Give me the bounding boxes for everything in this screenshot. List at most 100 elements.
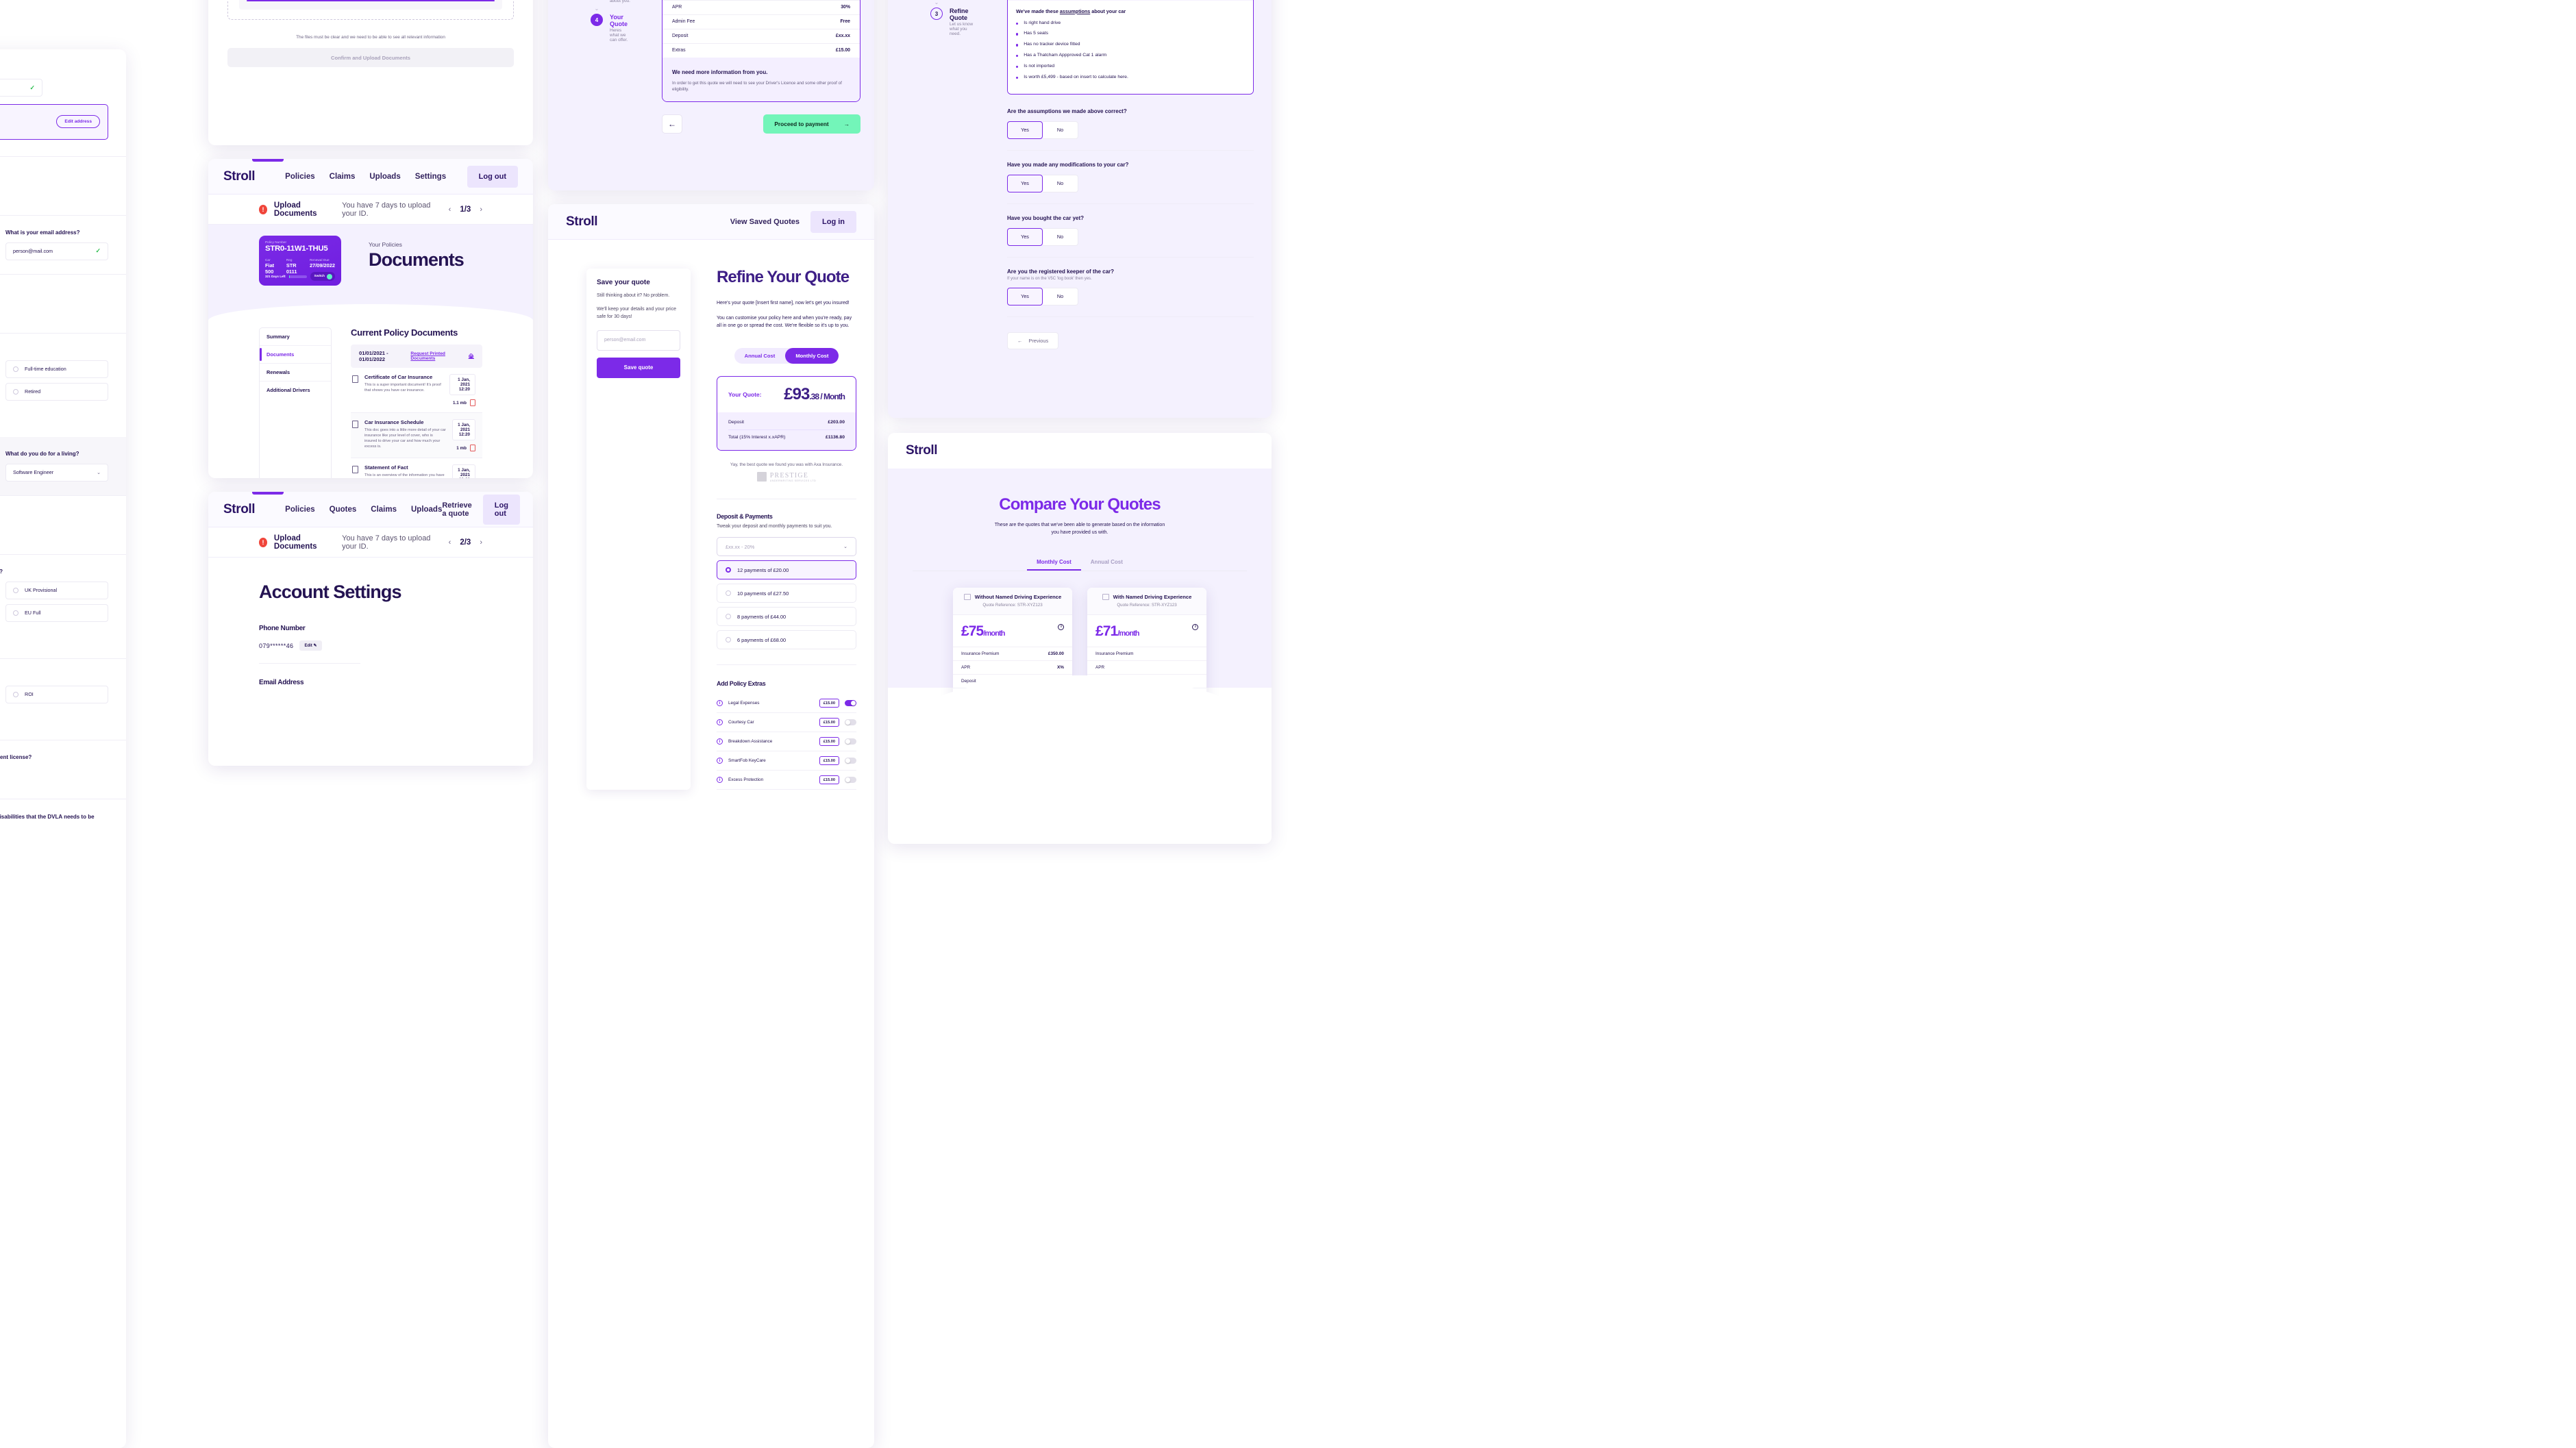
login-button[interactable]: Log in [810, 210, 856, 233]
tab-annual-cost[interactable]: Annual Cost [744, 352, 776, 359]
payment-option[interactable]: 6 payments of £68.00 [717, 630, 856, 650]
next-icon[interactable]: › [480, 205, 482, 214]
info-icon[interactable]: i [1058, 623, 1064, 630]
policy-extra-row[interactable]: i Courtesy Car £15.00 [717, 713, 856, 733]
payment-option[interactable]: 12 payments of £20.00 [717, 560, 856, 580]
occupation-select[interactable]: Software Engineer ⌄ [5, 463, 108, 482]
yes-no-toggle[interactable]: Yes No [1007, 121, 1254, 139]
nav-item-quotes[interactable]: Quotes [329, 505, 357, 514]
pdf-icon[interactable] [470, 399, 475, 406]
save-quote-button[interactable]: Save quote [597, 357, 680, 378]
info-icon[interactable]: i [717, 700, 723, 707]
document-row[interactable]: Car Insurance Schedule This doc goes into… [351, 413, 482, 458]
previous-button[interactable]: ← Previous [1007, 332, 1059, 349]
pdf-icon[interactable] [470, 445, 475, 451]
license-option-uk-provisional[interactable]: UK Provisional [5, 581, 108, 599]
option-yes[interactable]: Yes [1007, 287, 1043, 305]
info-icon[interactable]: i [717, 719, 723, 726]
option-yes[interactable]: Yes [1007, 121, 1043, 139]
payment-option[interactable]: 10 payments of £27.50 [717, 584, 856, 603]
cost-tabs[interactable]: Monthly Cost Annual Cost [913, 555, 1247, 571]
option-no[interactable]: No [1043, 121, 1078, 139]
alert-pager[interactable]: ‹ 1/3 › [449, 205, 482, 214]
edit-phone-button[interactable]: Edit ✎ [299, 640, 322, 651]
logout-button[interactable]: Log out [482, 494, 520, 525]
yes-no-toggle[interactable]: Yes No [1007, 287, 1254, 305]
car-kept-toggle[interactable]: Yes No [0, 184, 108, 201]
stepper-item[interactable]: 3 Refine Quote Let us know what you need. [930, 8, 974, 36]
policy-extra-row[interactable]: i Breakdown Assistance £15.00 [717, 732, 856, 752]
extra-toggle[interactable] [845, 777, 856, 784]
option-yes[interactable]: Yes [1007, 174, 1043, 192]
extra-toggle[interactable] [845, 719, 856, 726]
deposit-select[interactable]: £xx.xx - 20% ⌄ [717, 537, 856, 557]
sidebar-item-additional-drivers[interactable]: Additional Drivers [267, 387, 310, 393]
edit-address-button[interactable]: Edit address [56, 115, 100, 129]
employment-option-education[interactable]: Full-time education [5, 360, 108, 378]
document-row[interactable]: Certificate of Car Insurance This is a su… [351, 368, 482, 413]
main-nav[interactable]: Policies Quotes Claims Uploads [285, 505, 442, 514]
sidebar-item-summary[interactable]: Summary [260, 328, 331, 346]
request-printed-documents-link[interactable]: Request Printed Documents 🖨 [410, 351, 474, 361]
info-icon[interactable]: i [717, 738, 723, 745]
stepper-item[interactable]: 4 Your Quote Heres what we can offer. [591, 14, 630, 42]
issued-option-roi[interactable]: ROI [5, 685, 108, 703]
nav-item-claims[interactable]: Claims [329, 172, 356, 181]
tab-monthly-cost[interactable]: Monthly Cost [1027, 555, 1081, 571]
option-no[interactable]: No [1043, 227, 1078, 246]
file-dropzone[interactable]: ⬆ Drag and drop files here Accepted file… [227, 0, 514, 21]
email-field[interactable]: person@mail.com ✓ [5, 242, 108, 260]
save-quote-email-input[interactable]: person@email.com [597, 329, 680, 351]
brand-logo[interactable]: Stroll [223, 168, 256, 184]
proceed-to-payment-button[interactable]: Proceed to payment → [763, 114, 860, 134]
payment-option[interactable]: 8 payments of £44.00 [717, 607, 856, 627]
prev-icon[interactable]: ‹ [448, 538, 451, 547]
main-nav[interactable]: Policies Claims Uploads Settings [285, 173, 446, 181]
info-icon[interactable]: i [1192, 623, 1198, 630]
logout-button[interactable]: Log out [467, 165, 518, 188]
extra-toggle[interactable] [845, 738, 856, 745]
brand-logo[interactable]: Stroll [566, 214, 598, 229]
payment-options-list[interactable]: 12 payments of £20.00 10 payments of £27.… [717, 560, 856, 650]
nav-item-uploads[interactable]: Uploads [410, 505, 443, 514]
alert-pager[interactable]: ‹ 2/3 › [449, 538, 482, 547]
postcode-field[interactable]: BT12 123 ✓ [0, 79, 42, 97]
license-option-eu-full[interactable]: EU Full [5, 603, 108, 622]
policy-extra-row[interactable]: i Legal Expenses £15.00 [717, 694, 856, 714]
info-icon[interactable]: i [717, 758, 723, 764]
next-icon[interactable]: › [480, 538, 482, 547]
nav-item-policies[interactable]: Policies [285, 505, 315, 514]
policy-extra-row[interactable]: i Excess Protection £15.00 [717, 771, 856, 790]
nav-item-policies[interactable]: Policies [285, 172, 315, 181]
extra-toggle[interactable] [845, 700, 856, 707]
second-job-toggle[interactable]: Yes No [0, 523, 108, 540]
document-row[interactable]: Statement of Fact This is an overview of … [351, 458, 482, 478]
option-no[interactable]: No [1043, 174, 1078, 192]
tab-monthly-cost[interactable]: Monthly Cost [785, 347, 839, 364]
back-button[interactable]: ← [662, 114, 682, 134]
confirm-upload-button[interactable]: Confirm and Upload Documents [227, 48, 514, 68]
option-yes[interactable]: Yes [1007, 227, 1043, 246]
extra-toggle[interactable] [845, 758, 856, 764]
info-icon[interactable]: i [717, 777, 723, 784]
employment-option-retired[interactable]: Retired [5, 382, 108, 401]
yes-no-toggle[interactable]: Yes No [1007, 227, 1254, 246]
switch-policy-button[interactable]: Switch [310, 272, 335, 281]
yes-no-toggle[interactable]: Yes No [1007, 174, 1254, 192]
nav-item-settings[interactable]: Settings [414, 172, 447, 181]
sidebar-item-documents[interactable]: Documents [260, 346, 331, 364]
policy-sidemenu[interactable]: Summary Documents Renewals Additional Dr… [259, 327, 332, 478]
option-no[interactable]: No [1043, 287, 1078, 305]
nav-item-uploads[interactable]: Uploads [369, 172, 401, 181]
brand-logo[interactable]: Stroll [223, 501, 256, 516]
sidebar-item-renewals[interactable]: Renewals [260, 364, 331, 382]
tab-annual-cost[interactable]: Annual Cost [1090, 558, 1123, 565]
nav-item-claims[interactable]: Claims [371, 505, 397, 514]
policy-extra-row[interactable]: i SmartFob KeyCare £15.00 [717, 751, 856, 771]
cost-pill-tabs[interactable]: Annual Cost Monthly Cost [734, 347, 839, 364]
policy-summary-card[interactable]: Policy Number STR0-11W1-THU5 Car Fiat 50… [259, 236, 341, 286]
stepper-item[interactable]: 3Your DetailsDon't be shy, it's all abou… [591, 0, 630, 3]
retrieve-quote-link[interactable]: Retrieve a quote [442, 501, 472, 518]
prev-icon[interactable]: ‹ [448, 205, 451, 214]
brand-logo[interactable]: Stroll [906, 443, 938, 458]
